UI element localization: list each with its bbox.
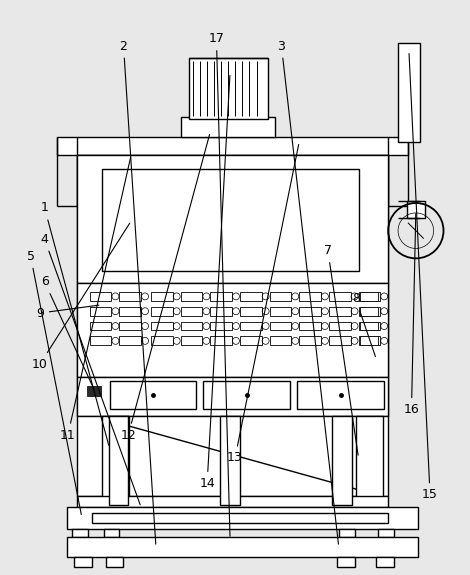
Text: 8: 8: [352, 292, 376, 356]
Bar: [398, 43, 420, 142]
Bar: [356, 416, 383, 500]
Bar: [339, 529, 354, 537]
Text: 15: 15: [409, 53, 438, 501]
Text: 4: 4: [40, 233, 140, 505]
Bar: [220, 416, 240, 505]
Bar: [77, 155, 388, 283]
Bar: [90, 336, 111, 346]
Bar: [77, 283, 388, 377]
Bar: [77, 496, 388, 507]
Bar: [270, 307, 291, 316]
Bar: [57, 137, 408, 155]
Text: 6: 6: [40, 275, 94, 388]
Bar: [151, 307, 173, 316]
Bar: [188, 58, 267, 119]
Bar: [119, 307, 141, 316]
Bar: [360, 292, 378, 301]
Bar: [109, 416, 128, 505]
Bar: [359, 336, 380, 346]
Bar: [77, 155, 388, 416]
Bar: [378, 529, 394, 537]
Bar: [329, 321, 351, 331]
Text: 1: 1: [40, 201, 109, 446]
Text: 14: 14: [199, 75, 230, 490]
Bar: [110, 381, 196, 409]
Bar: [180, 336, 203, 346]
Bar: [376, 557, 394, 566]
Bar: [359, 292, 380, 301]
Text: 2: 2: [119, 40, 156, 544]
Bar: [299, 292, 321, 301]
Bar: [360, 336, 378, 346]
Bar: [240, 307, 262, 316]
Bar: [90, 292, 111, 301]
Bar: [299, 307, 321, 316]
Bar: [119, 321, 141, 331]
Bar: [270, 292, 291, 301]
Bar: [270, 336, 291, 346]
Bar: [102, 416, 129, 500]
Bar: [299, 336, 321, 346]
Bar: [210, 307, 232, 316]
Text: 5: 5: [27, 250, 81, 515]
Text: 7: 7: [324, 244, 358, 455]
Text: 3: 3: [277, 40, 338, 544]
Bar: [67, 537, 418, 557]
Bar: [337, 557, 354, 566]
Bar: [359, 321, 380, 331]
Bar: [210, 321, 232, 331]
Bar: [360, 321, 378, 331]
Bar: [119, 292, 141, 301]
Bar: [297, 381, 384, 409]
Bar: [329, 292, 351, 301]
Bar: [407, 201, 425, 218]
Bar: [180, 321, 203, 331]
Text: 10: 10: [32, 223, 130, 371]
Bar: [240, 292, 262, 301]
Text: 16: 16: [404, 214, 419, 416]
Bar: [119, 336, 141, 346]
Bar: [77, 416, 388, 496]
Bar: [180, 292, 203, 301]
Bar: [210, 292, 232, 301]
Bar: [151, 321, 173, 331]
Bar: [180, 117, 274, 137]
Bar: [332, 416, 352, 505]
Bar: [72, 529, 88, 537]
Text: 12: 12: [120, 135, 210, 442]
Bar: [240, 336, 262, 346]
Bar: [90, 321, 111, 331]
Bar: [204, 381, 290, 409]
Text: 9: 9: [36, 305, 99, 320]
Bar: [102, 170, 359, 271]
Bar: [329, 307, 351, 316]
Bar: [90, 307, 111, 316]
Bar: [299, 321, 321, 331]
Bar: [360, 307, 378, 316]
Text: 11: 11: [60, 158, 131, 442]
Bar: [106, 557, 123, 566]
Bar: [103, 529, 119, 537]
Bar: [67, 507, 418, 529]
Bar: [359, 307, 380, 316]
Bar: [210, 336, 232, 346]
Bar: [74, 557, 92, 566]
Bar: [87, 386, 101, 396]
Bar: [151, 292, 173, 301]
Bar: [151, 336, 173, 346]
Bar: [270, 321, 291, 331]
Text: 13: 13: [227, 144, 298, 465]
Bar: [329, 336, 351, 346]
Bar: [77, 377, 388, 416]
Bar: [240, 321, 262, 331]
Bar: [180, 307, 203, 316]
Text: 17: 17: [209, 32, 230, 536]
Bar: [92, 513, 388, 523]
